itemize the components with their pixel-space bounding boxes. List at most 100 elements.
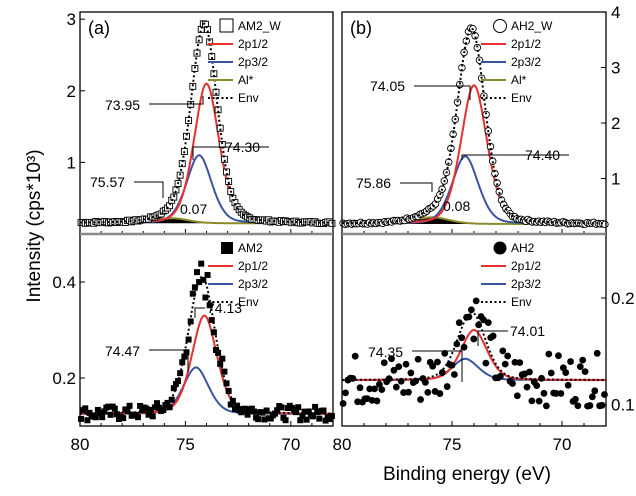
legend-entry: Env (511, 295, 532, 309)
legend-entry: 2p3/2 (511, 277, 541, 291)
data-point (153, 400, 160, 407)
data-point (303, 416, 310, 423)
data-point (574, 402, 582, 410)
legend-entry: 2p1/2 (511, 37, 541, 51)
data-point (538, 374, 545, 382)
legend-entry: 2p3/2 (238, 277, 268, 291)
data-point (354, 398, 362, 406)
legend-entry: Env (238, 295, 259, 309)
data-point (443, 383, 451, 390)
legend: AM2_W 2p1/2 2p3/2 Al* Env (208, 18, 281, 105)
legend-entry: AH2 (511, 241, 535, 255)
data-point (567, 358, 574, 365)
data-point (555, 352, 562, 360)
data-point (328, 413, 335, 420)
data-point (179, 359, 186, 366)
data-point (501, 360, 509, 368)
data-point (504, 352, 512, 360)
data-point (526, 368, 533, 376)
data-point (137, 402, 144, 409)
data-points (77, 20, 336, 227)
data-point (342, 389, 349, 397)
data-point (601, 391, 608, 398)
data-point (455, 80, 464, 89)
data-point (101, 408, 108, 415)
annotation-leader (149, 349, 189, 372)
data-point (194, 269, 201, 276)
annotation-leader (192, 146, 269, 160)
data-point (250, 408, 257, 415)
legend-entry: Al* (238, 73, 254, 87)
data-point (92, 414, 99, 421)
data-point (191, 284, 198, 291)
data-point (183, 349, 190, 356)
data-point (221, 368, 228, 375)
data-point (414, 355, 422, 363)
data-point (238, 409, 245, 416)
data-point (497, 372, 504, 380)
data-point (407, 369, 415, 377)
data-point (385, 375, 393, 383)
data-point (552, 390, 560, 397)
legend-marker (493, 19, 507, 33)
peak-annotation: 0.07 (180, 201, 207, 217)
data-point (528, 397, 536, 405)
annotation-leader (134, 181, 164, 198)
y-tick-label: 3 (611, 59, 620, 78)
legend-entry: Env (511, 91, 532, 105)
data-point (489, 332, 497, 340)
legend: AM2 2p1/2 2p3/2 Env (208, 241, 268, 309)
data-point (390, 366, 398, 374)
data-point (458, 334, 466, 342)
legend-entry: 2p3/2 (511, 55, 541, 69)
data-point (198, 260, 205, 267)
y-tick-label: 0.1 (611, 396, 635, 415)
data-point (470, 335, 478, 343)
data-point (320, 407, 327, 414)
legend-marker (493, 241, 507, 255)
y-tick-label: 1 (67, 153, 76, 172)
data-point (225, 387, 232, 394)
data-point (424, 388, 432, 396)
data-point (395, 363, 403, 370)
data-point (366, 385, 374, 393)
data-point (593, 349, 601, 357)
data-point (523, 383, 531, 391)
data-point (601, 220, 609, 229)
y-axis-title: Intensity (cps*10³) (24, 149, 45, 302)
data-point (208, 317, 215, 324)
data-point (185, 336, 192, 343)
data-point (351, 352, 359, 360)
x-tick-label: 80 (71, 435, 90, 454)
annotation-leader (400, 182, 433, 192)
data-point (107, 411, 114, 418)
data-point (373, 397, 381, 405)
data-point (376, 380, 383, 388)
peak-annotation: 75.57 (90, 174, 125, 190)
peak-annotation: 75.86 (356, 175, 391, 191)
legend-entry: 2p3/2 (238, 55, 268, 69)
data-point (282, 417, 289, 424)
data-point (301, 408, 308, 415)
envelope-series-line (342, 311, 606, 381)
peak-annotation: 0.08 (443, 198, 470, 214)
data-point (579, 356, 587, 364)
data-point (210, 329, 217, 336)
peak-annotation: 74.47 (105, 343, 140, 359)
data-point (314, 409, 321, 416)
data-point (223, 380, 230, 387)
data-point (113, 411, 120, 418)
data-point (380, 359, 388, 367)
data-point (482, 359, 490, 367)
legend-entry: AM2_W (238, 19, 281, 33)
data-point (189, 290, 196, 297)
data-point (400, 389, 407, 396)
x-tick-label: 70 (281, 435, 300, 454)
x-tick-label: 75 (443, 435, 462, 454)
data-point (339, 400, 347, 407)
data-point (97, 410, 104, 417)
data-point (160, 406, 167, 413)
data-point (434, 358, 441, 366)
annotation-leader (412, 350, 463, 382)
